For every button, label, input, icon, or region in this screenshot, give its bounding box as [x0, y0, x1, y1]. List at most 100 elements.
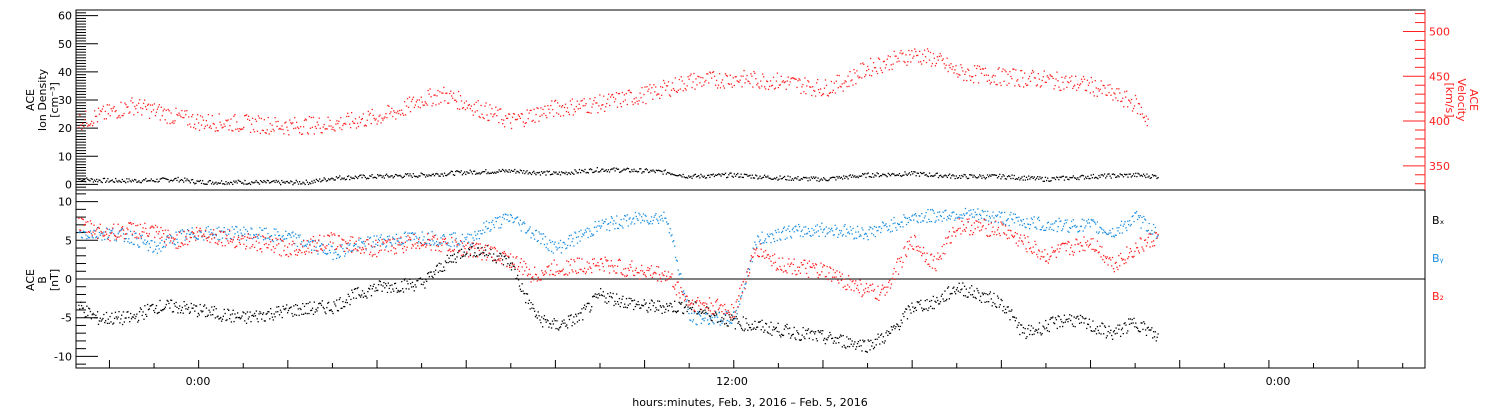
bx-point — [359, 295, 361, 297]
bx-point — [248, 316, 250, 318]
density-point — [971, 174, 973, 176]
density-point — [422, 173, 425, 176]
bx-point — [99, 317, 101, 319]
bx-point — [757, 321, 760, 323]
density-point — [584, 168, 586, 171]
by-point — [331, 245, 333, 248]
density-point — [694, 173, 697, 176]
by-point — [1095, 231, 1098, 233]
density-point — [844, 177, 846, 179]
bx-point — [387, 282, 390, 284]
by-point — [1091, 220, 1093, 222]
bx-point — [787, 327, 789, 330]
by-point — [622, 227, 624, 229]
density-point — [867, 172, 869, 174]
bx-point — [687, 306, 689, 308]
bx-point — [509, 264, 511, 266]
bx-point — [417, 280, 419, 282]
velocity-point — [287, 129, 289, 132]
velocity-point — [179, 114, 181, 116]
bx-point — [210, 314, 212, 316]
by-point — [1140, 227, 1142, 229]
velocity-point — [281, 125, 283, 127]
density-point — [768, 177, 770, 179]
density-point — [948, 173, 951, 175]
density-point — [1068, 178, 1070, 181]
velocity-point — [643, 93, 645, 96]
bx-point — [866, 351, 868, 353]
density-point — [1134, 175, 1136, 177]
density-point — [1119, 173, 1121, 175]
bx-point — [747, 329, 749, 331]
density-point — [303, 182, 305, 184]
density-point — [148, 179, 150, 182]
velocity-point — [121, 114, 123, 117]
bx-point — [429, 271, 431, 273]
density-point — [572, 172, 574, 175]
velocity-point — [754, 72, 756, 74]
velocity-point — [276, 125, 278, 128]
velocity-point — [943, 63, 945, 65]
velocity-point — [475, 101, 477, 104]
by-point — [707, 319, 709, 321]
by-point — [173, 243, 175, 245]
bx-point — [196, 315, 199, 318]
velocity-point — [133, 114, 135, 116]
bx-point — [342, 300, 344, 303]
by-point — [1139, 215, 1141, 217]
density-point — [339, 175, 341, 177]
bx-point — [708, 315, 711, 317]
velocity-point — [639, 92, 641, 94]
density-point — [146, 180, 148, 183]
by-point — [544, 235, 546, 238]
bx-point — [330, 309, 332, 311]
by-point — [1117, 230, 1119, 232]
by-point — [1103, 229, 1105, 231]
by-point — [915, 215, 918, 217]
density-point — [998, 175, 1000, 178]
bx-point — [675, 311, 678, 314]
density-point — [654, 171, 656, 174]
density-point — [923, 171, 925, 174]
density-point — [1002, 174, 1004, 176]
bx-point — [335, 299, 338, 301]
velocity-point — [938, 55, 940, 58]
velocity-point — [989, 83, 991, 85]
density-point — [534, 172, 536, 174]
velocity-point — [268, 133, 270, 135]
velocity-point — [971, 76, 973, 78]
density-point — [691, 177, 693, 180]
bx-point — [809, 332, 811, 334]
bx-point — [274, 316, 276, 318]
bz-point — [123, 237, 126, 240]
density-point — [874, 174, 876, 176]
velocity-point — [993, 81, 995, 83]
bz-point — [317, 250, 319, 252]
by-point — [158, 248, 160, 250]
density-point — [404, 173, 407, 175]
velocity-point — [1001, 70, 1003, 73]
bx-point — [104, 320, 107, 322]
velocity-point — [817, 88, 820, 91]
density-point — [879, 174, 882, 177]
bz-point — [245, 248, 247, 250]
velocity-point — [561, 104, 564, 107]
by-point — [931, 208, 934, 211]
by-point — [901, 221, 903, 223]
bx-point — [917, 301, 919, 304]
by-point — [203, 239, 205, 241]
density-point — [170, 179, 173, 181]
density-point — [280, 183, 282, 186]
bx-point — [1018, 322, 1020, 324]
bx-point — [327, 302, 329, 304]
by-point — [548, 249, 550, 252]
velocity-point — [488, 119, 490, 122]
by-point — [351, 250, 353, 252]
density-point — [631, 169, 633, 171]
bz-point — [286, 246, 289, 248]
by-point — [1012, 218, 1014, 221]
density-point — [630, 171, 632, 173]
bx-point — [502, 264, 505, 266]
velocity-point — [454, 99, 457, 101]
by-point — [806, 232, 809, 234]
